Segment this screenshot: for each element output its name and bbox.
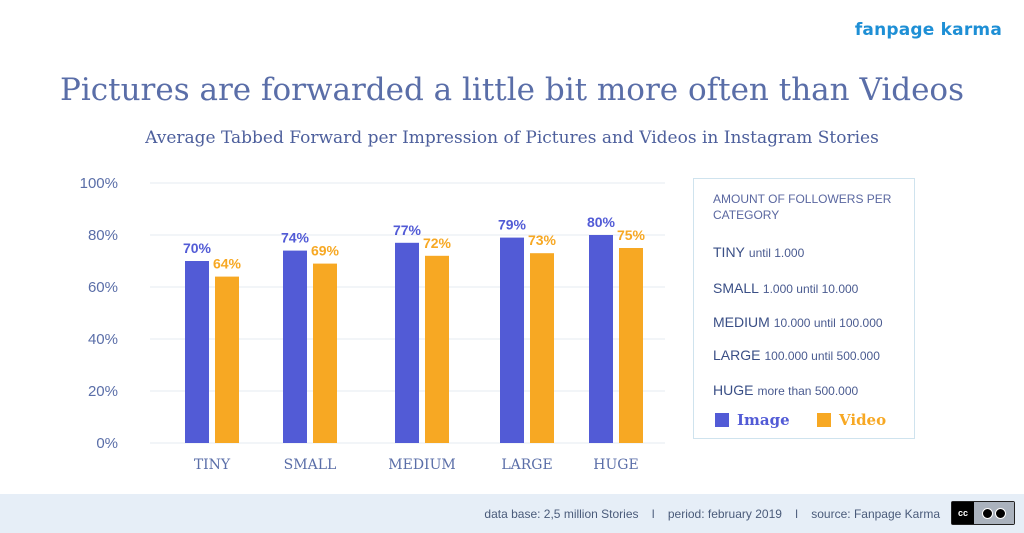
- image-bar: [185, 261, 209, 443]
- video-bar: [619, 248, 643, 443]
- legend-key-image: Image: [715, 411, 790, 429]
- image-value-label: 70%: [183, 240, 212, 256]
- image-bar: [395, 242, 419, 443]
- size-name: MEDIUM: [713, 314, 770, 330]
- video-swatch: [817, 413, 831, 427]
- x-category-label: SMALL: [284, 457, 337, 473]
- size-range: more than 500.000: [757, 384, 859, 398]
- video-bar: [215, 276, 239, 443]
- y-tick-label: 40%: [88, 331, 118, 348]
- image-value-label: 77%: [393, 222, 422, 238]
- size-name: LARGE: [713, 347, 761, 363]
- legend-size-large: LARGE 100.000 until 500.000: [713, 347, 880, 363]
- video-value-label: 73%: [528, 232, 557, 248]
- image-value-label: 79%: [498, 217, 527, 233]
- size-range: 10.000 until 100.000: [773, 316, 883, 330]
- y-tick-label: 80%: [88, 227, 118, 244]
- nd-icon: [995, 507, 1006, 519]
- video-value-label: 72%: [423, 235, 452, 251]
- image-bar: [500, 237, 524, 443]
- x-category-label: TINY: [194, 457, 231, 473]
- chart-subtitle: Average Tabbed Forward per Impression of…: [145, 128, 879, 148]
- brand-logo: fanpage karma: [854, 20, 1002, 40]
- video-bar: [313, 263, 337, 443]
- size-name: TINY: [713, 244, 745, 260]
- legend-size-small: SMALL 1.000 until 10.000: [713, 280, 858, 296]
- image-bar: [283, 250, 307, 443]
- y-tick-label: 20%: [88, 383, 118, 400]
- bar-chart: 0% 20% 40% 60% 80% 100% 70%64% TINY 74%69% SMALL 7…: [80, 175, 665, 473]
- footer-bar: data base: 2,5 million Stories l period:…: [0, 494, 1024, 533]
- video-bar: [425, 255, 449, 443]
- legend-size-medium: MEDIUM 10.000 until 100.000: [713, 314, 883, 330]
- size-name: SMALL: [713, 280, 759, 296]
- chart-title: Pictures are forwarded a little bit more…: [59, 72, 964, 108]
- size-range: until 1.000: [748, 246, 805, 260]
- video-value-label: 64%: [213, 256, 242, 272]
- y-tick-label: 0%: [96, 435, 118, 452]
- video-value-label: 69%: [311, 243, 340, 259]
- cc-by-nd: [974, 502, 1014, 524]
- legend-key-label: Video: [839, 411, 887, 429]
- cc-license-badge[interactable]: cc: [951, 501, 1015, 525]
- footer-source: data base: 2,5 million Stories l period:…: [484, 507, 940, 521]
- y-tick-label: 100%: [80, 175, 118, 192]
- legend-size-huge: HUGE more than 500.000: [713, 382, 858, 398]
- legend-key-video: Video: [817, 411, 886, 429]
- x-category-label: HUGE: [593, 457, 638, 473]
- size-range: 1.000 until 10.000: [762, 282, 859, 296]
- legend-key-label: Image: [737, 411, 790, 429]
- video-value-label: 75%: [617, 227, 646, 243]
- y-tick-label: 60%: [88, 279, 118, 296]
- x-category-label: MEDIUM: [388, 457, 455, 473]
- size-name: HUGE: [713, 382, 754, 398]
- image-value-label: 80%: [587, 214, 616, 230]
- x-category-label: LARGE: [501, 457, 552, 473]
- image-bar: [589, 235, 613, 443]
- video-bar: [530, 253, 554, 443]
- legend-size-tiny: TINY until 1.000: [713, 244, 804, 260]
- cc-label: cc: [952, 502, 974, 524]
- legend-heading: AMOUNT OF FOLLOWERS PER CATEGORY: [713, 192, 892, 222]
- category-legend-panel: AMOUNT OF FOLLOWERS PER CATEGORY TINY unt…: [693, 178, 915, 439]
- image-value-label: 74%: [281, 230, 310, 246]
- size-range: 100.000 until 500.000: [764, 349, 880, 363]
- image-swatch: [715, 413, 729, 427]
- by-icon: [982, 507, 993, 519]
